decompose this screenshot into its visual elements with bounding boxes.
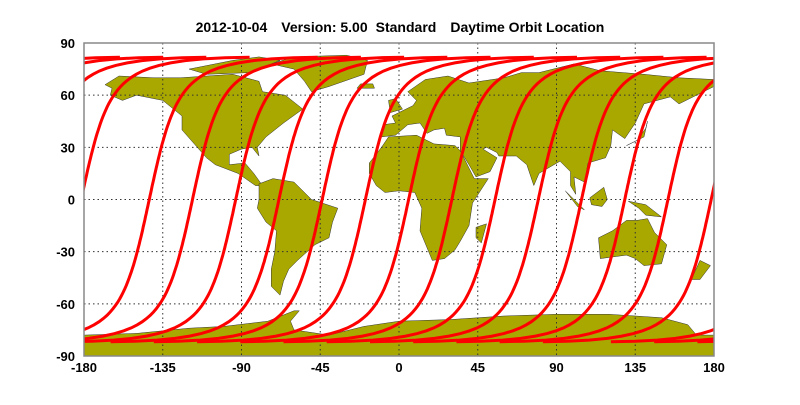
landmass-australia bbox=[598, 218, 668, 266]
y-tick-label: 0 bbox=[68, 193, 75, 208]
y-tick-label: -90 bbox=[56, 349, 75, 364]
landmass-eurasia bbox=[381, 63, 714, 195]
title-version: Version: 5.00 bbox=[281, 19, 368, 35]
y-tick-label: 90 bbox=[61, 36, 75, 51]
x-tick-label: 90 bbox=[549, 360, 563, 375]
title-product: Standard bbox=[376, 19, 437, 35]
orbit-track bbox=[283, 55, 621, 344]
orbit-track bbox=[741, 57, 800, 341]
x-tick-label: -90 bbox=[232, 360, 251, 375]
orbit-track bbox=[84, 55, 361, 341]
plot-frame bbox=[83, 42, 715, 357]
orbit-track bbox=[153, 55, 491, 344]
landmass-greenland bbox=[270, 54, 368, 92]
orbit-track bbox=[499, 78, 714, 344]
x-tick-label: -135 bbox=[150, 360, 176, 375]
orbit-track bbox=[0, 57, 33, 341]
x-tick-label: 180 bbox=[703, 360, 725, 375]
orbit-track bbox=[784, 57, 800, 341]
x-tick-label: 135 bbox=[624, 360, 646, 375]
orbit-tracks bbox=[0, 55, 800, 344]
x-tick-label: 0 bbox=[395, 360, 402, 375]
y-tick-label: -30 bbox=[56, 245, 75, 260]
title-subject: Daytime Orbit Location bbox=[450, 19, 604, 35]
x-tick-label: -45 bbox=[311, 360, 330, 375]
landmass-borneo bbox=[589, 186, 608, 207]
y-axis-labels: 90 60 30 0 -30 -60 -90 bbox=[56, 36, 75, 364]
y-tick-label: 30 bbox=[61, 140, 75, 155]
orbit-track bbox=[369, 55, 707, 344]
title-date: 2012-10-04 bbox=[196, 19, 268, 35]
orbit-track bbox=[413, 56, 714, 344]
orbit-track bbox=[84, 55, 250, 194]
orbit-track bbox=[197, 55, 534, 344]
orbit-track bbox=[240, 55, 578, 344]
map-title: 2012-10-04 Version: 5.00 Standard Daytime O… bbox=[196, 19, 605, 35]
landmass-north-america bbox=[104, 74, 304, 186]
y-tick-label: -60 bbox=[56, 297, 75, 312]
orbit-track bbox=[542, 179, 714, 344]
orbit-track bbox=[110, 55, 448, 344]
x-tick-label: 45 bbox=[471, 360, 485, 375]
landmass-madagascar bbox=[475, 223, 487, 244]
orbit-track bbox=[456, 61, 714, 344]
landmass-japan bbox=[626, 121, 648, 146]
x-axis-labels: -180 -135 -90 -45 0 45 90 135 180 bbox=[71, 360, 725, 375]
orbit-track bbox=[697, 339, 714, 344]
orbit-track bbox=[326, 55, 664, 344]
orbit-track bbox=[84, 55, 318, 332]
y-tick-label: 60 bbox=[61, 88, 75, 103]
landmass-new-guinea bbox=[628, 200, 663, 218]
orbit-track bbox=[84, 55, 405, 343]
x-tick-label: -180 bbox=[71, 360, 97, 375]
